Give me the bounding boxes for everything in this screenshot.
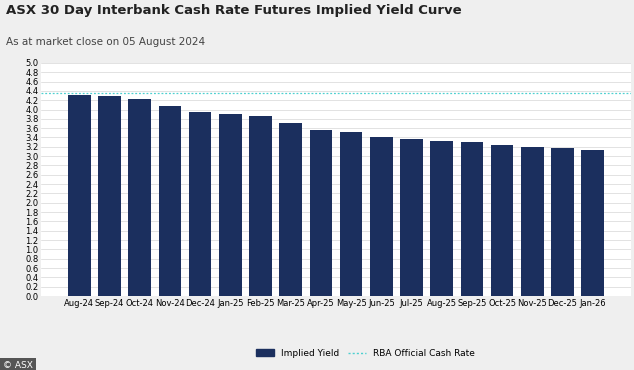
Bar (189, 112, 212, 296)
Bar (581, 149, 604, 296)
Legend: Implied Yield, RBA Official Cash Rate: Implied Yield, RBA Official Cash Rate (252, 345, 479, 361)
Bar (309, 130, 332, 296)
Bar (340, 132, 363, 296)
Bar (551, 148, 574, 296)
Bar (249, 115, 272, 296)
Bar (280, 122, 302, 296)
Text: As at market close on 05 August 2024: As at market close on 05 August 2024 (6, 37, 205, 47)
Text: ASX 30 Day Interbank Cash Rate Futures Implied Yield Curve: ASX 30 Day Interbank Cash Rate Futures I… (6, 4, 462, 17)
Bar (98, 97, 121, 296)
Bar (68, 95, 91, 296)
Bar (400, 139, 423, 296)
Bar (491, 145, 514, 296)
Bar (460, 142, 483, 296)
Bar (158, 106, 181, 296)
Bar (430, 141, 453, 296)
Text: © ASX: © ASX (3, 361, 33, 370)
Bar (370, 138, 392, 296)
Bar (521, 147, 543, 296)
Bar (219, 114, 242, 296)
Bar (129, 99, 151, 296)
